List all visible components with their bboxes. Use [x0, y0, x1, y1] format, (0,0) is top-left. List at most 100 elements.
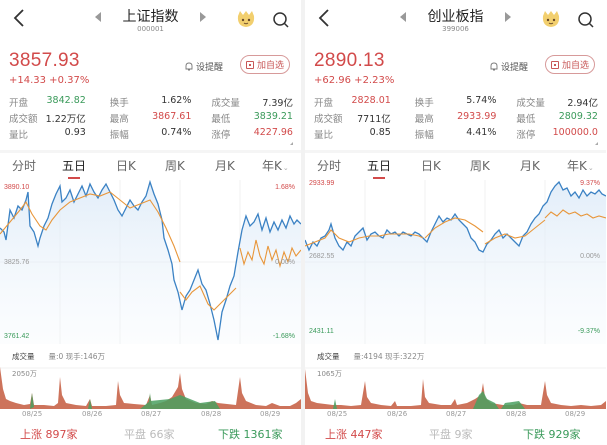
tab-monthly-k[interactable]: 月K [520, 159, 540, 173]
decliners-label: 下跌 [218, 428, 240, 441]
axis-mid-pct: 0.00% [275, 259, 295, 266]
unchanged-label: 平盘 [429, 428, 451, 441]
amount-label: 成交额 [314, 114, 343, 125]
chevron-down-icon: ⌄ [587, 164, 594, 172]
date-axis: 08/25 08/26 08/27 08/28 08/29 [0, 410, 301, 420]
current-price: 3857.93 [9, 50, 80, 71]
tab-daily-k[interactable]: 日K [421, 159, 441, 173]
tab-five-day[interactable]: 五日 [62, 159, 87, 179]
decliners-count: 1361家 [243, 428, 283, 441]
prev-index-button[interactable] [400, 12, 406, 22]
five-day-price-chart[interactable] [305, 180, 606, 344]
current-price: 2890.13 [314, 50, 385, 71]
volume-chart[interactable] [0, 365, 301, 410]
add-watchlist-label: 加自选 [561, 61, 589, 71]
ratio-value: 0.93 [64, 127, 86, 138]
tab-daily-k[interactable]: 日K [116, 159, 136, 173]
stats-grid: 开盘 2828.01 换手 5.74% 成交量 2.94亿 成交额 7711亿 最高 29… [314, 94, 598, 142]
high-label: 最高 [109, 114, 129, 125]
volume-header: 成交量 量:0 现手:146万 [12, 351, 105, 362]
decliners-count: 929家 [548, 428, 581, 441]
date-label: 08/27 [446, 410, 467, 418]
volume-max-label: 1065万 [317, 370, 342, 378]
prev-index-button[interactable] [95, 12, 101, 22]
index-title: 创业板指 [427, 9, 484, 25]
mascot-icon[interactable] [236, 10, 256, 28]
search-icon[interactable] [272, 11, 290, 29]
date-label: 08/28 [201, 410, 222, 418]
tab-intraday[interactable]: 分时 [12, 159, 37, 173]
tab-yearly-k[interactable]: 年K⌄ [262, 157, 289, 174]
volume-value: 7.39亿 [262, 98, 293, 109]
date-label: 08/27 [141, 410, 162, 418]
advancers-count: 897家 [45, 428, 78, 441]
tab-yearly-k-label: 年K [567, 159, 587, 173]
date-label: 08/26 [387, 410, 408, 418]
expand-stats-toggle[interactable] [595, 142, 598, 145]
low-value: 2809.32 [558, 111, 598, 122]
set-alert-label: 设提醒 [501, 62, 529, 73]
add-watchlist-button[interactable]: 加自选 [240, 55, 290, 74]
advancers-label: 上涨 [325, 428, 347, 441]
tab-yearly-k[interactable]: 年K⌄ [567, 157, 594, 174]
chart-period-tabs: 分时 五日 日K 周K 月K 年K⌄ [0, 154, 301, 179]
unchanged: 平盘 66家 [124, 426, 175, 442]
price-change: +62.96 +2.23% [314, 75, 395, 86]
high-label: 最高 [414, 114, 434, 125]
expand-stats-toggle[interactable] [290, 142, 293, 145]
set-alert-button[interactable]: 设提醒 [490, 58, 528, 74]
next-index-button[interactable] [200, 12, 206, 22]
axis-min-price: 2431.11 [309, 328, 334, 335]
set-alert-button[interactable]: 设提醒 [185, 58, 223, 74]
high-value: 3867.61 [152, 111, 192, 122]
volume-chart[interactable] [305, 365, 606, 410]
amplitude-label: 振幅 [414, 130, 434, 141]
chevron-left-icon [13, 9, 24, 27]
limit-up-label: 涨停 [516, 130, 536, 141]
stats-grid: 开盘 3842.82 换手 1.62% 成交量 7.39亿 成交额 1.22万亿 最高 3… [9, 94, 293, 142]
back-button[interactable] [315, 6, 335, 30]
date-label: 08/29 [260, 410, 281, 418]
advancers-label: 上涨 [20, 428, 42, 441]
index-code: 000001 [137, 25, 164, 33]
five-day-price-chart[interactable] [0, 180, 301, 344]
volume-header: 成交量 量:4194 现手:322万 [317, 351, 424, 362]
turnover-label: 换手 [109, 98, 129, 109]
chart-period-tabs: 分时 五日 日K 周K 月K 年K⌄ [305, 154, 606, 179]
advancers: 上涨 897家 [20, 426, 78, 442]
open-label: 开盘 [314, 98, 334, 109]
mascot-icon[interactable] [541, 10, 561, 28]
tab-intraday[interactable]: 分时 [317, 159, 342, 173]
volume-value: 2.94亿 [567, 98, 598, 109]
market-breadth: 上涨 447家 平盘 9家 下跌 929家 [305, 424, 606, 442]
index-title: 上证指数 [122, 9, 179, 25]
back-button[interactable] [10, 6, 30, 30]
tab-weekly-k[interactable]: 周K [165, 159, 185, 173]
search-icon[interactable] [577, 11, 595, 29]
bell-icon [185, 62, 193, 70]
decliners: 下跌 1361家 [218, 426, 283, 442]
open-value: 2828.01 [351, 95, 391, 106]
date-label: 08/25 [327, 410, 348, 418]
date-label: 08/28 [506, 410, 527, 418]
tab-monthly-k[interactable]: 月K [215, 159, 235, 173]
next-index-button[interactable] [505, 12, 511, 22]
axis-mid-price: 2682.55 [309, 253, 335, 260]
axis-max-price: 2933.99 [309, 180, 335, 187]
amount-label: 成交额 [9, 114, 38, 125]
volume-title: 成交量 [12, 352, 35, 361]
axis-min-price: 3761.42 [4, 333, 30, 340]
divider [0, 150, 301, 153]
high-value: 2933.99 [457, 111, 497, 122]
add-watchlist-button[interactable]: 加自选 [545, 55, 595, 74]
amplitude-label: 振幅 [109, 130, 129, 141]
market-breadth: 上涨 897家 平盘 66家 下跌 1361家 [0, 424, 301, 442]
date-label: 08/26 [82, 410, 103, 418]
tab-five-day[interactable]: 五日 [367, 159, 392, 179]
open-value: 3842.82 [46, 95, 86, 106]
date-label: 08/25 [22, 410, 43, 418]
tab-weekly-k[interactable]: 周K [470, 159, 490, 173]
amount-value: 7711亿 [357, 114, 391, 125]
volume-title: 成交量 [317, 352, 340, 361]
volume-label: 成交量 [516, 98, 545, 109]
